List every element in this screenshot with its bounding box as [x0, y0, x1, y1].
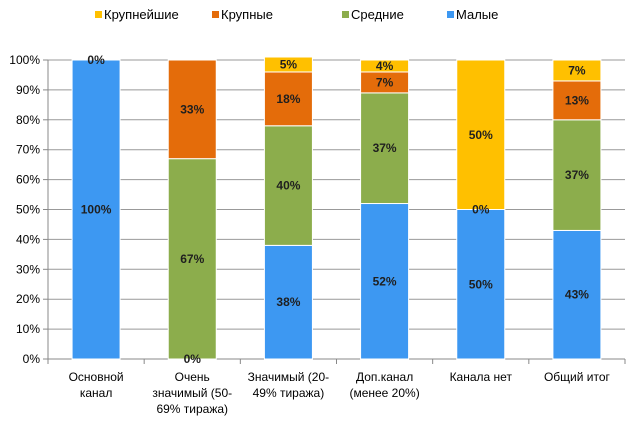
legend-label: Крупные [221, 7, 273, 22]
x-tick-label: Основной [69, 370, 124, 384]
y-tick-label: 0% [23, 352, 41, 366]
legend-label: Малые [456, 7, 498, 22]
data-label: 7% [376, 75, 394, 89]
data-label: 50% [469, 128, 493, 142]
bar-Средние [167, 158, 217, 360]
y-tick-label: 50% [16, 203, 40, 217]
y-tick-label: 40% [16, 232, 40, 246]
data-label: 7% [568, 63, 586, 77]
bar-Крупнейшие [456, 59, 506, 210]
data-label: 0% [184, 352, 202, 366]
y-tick-label: 100% [9, 53, 40, 67]
legend-label: Крупнейшие [104, 7, 179, 22]
x-tick-label: (менее 20%) [349, 386, 419, 400]
x-tick-label: 49% тиража) [253, 386, 325, 400]
data-label: 33% [180, 102, 204, 116]
y-tick-label: 30% [16, 262, 40, 276]
data-label: 18% [276, 92, 300, 106]
x-tick-label: значимый (50- [152, 386, 232, 400]
x-tick-label: Доп.канал [356, 370, 413, 384]
data-label: 13% [565, 93, 589, 107]
bar-Крупнейшие [552, 59, 602, 82]
bar-Крупнейшие [360, 59, 410, 73]
legend-swatch [212, 11, 219, 18]
x-tick-label: канал [80, 386, 113, 400]
data-label: 100% [81, 203, 112, 217]
bar-Средние [360, 92, 410, 205]
legend-label: Средние [351, 7, 404, 22]
bar-Малые [456, 209, 506, 360]
x-tick-label: Канала нет [450, 370, 513, 384]
legend-swatch [447, 11, 454, 18]
y-tick-label: 60% [16, 173, 40, 187]
data-label: 52% [373, 274, 397, 288]
bar-Малые [360, 203, 410, 360]
y-tick-label: 20% [16, 292, 40, 306]
y-tick-label: 90% [16, 83, 40, 97]
bar-Малые [71, 59, 121, 360]
x-tick-label: Общий итог [544, 370, 611, 384]
data-label: 37% [565, 168, 589, 182]
data-label: 67% [180, 252, 204, 266]
bar-Крупные [167, 59, 217, 160]
legend-swatch [342, 11, 349, 18]
data-label: 0% [87, 53, 105, 67]
data-label: 50% [469, 277, 493, 291]
legend-swatch [95, 11, 102, 18]
x-tick-label: Очень [175, 370, 210, 384]
data-label: 0% [472, 203, 490, 217]
y-tick-label: 80% [16, 113, 40, 127]
data-label: 40% [276, 179, 300, 193]
x-tick-label: 69% тиража) [156, 402, 228, 416]
y-tick-label: 10% [16, 322, 40, 336]
y-tick-label: 70% [16, 143, 40, 157]
data-label: 5% [280, 57, 298, 71]
data-label: 43% [565, 288, 589, 302]
x-tick-label: Значимый (20- [248, 370, 330, 384]
bar-Средние [552, 119, 602, 231]
bar-Малые [552, 229, 602, 360]
bar-Крупнейшие [263, 56, 313, 73]
data-label: 37% [373, 141, 397, 155]
bar-Средние [263, 125, 313, 246]
data-label: 4% [376, 59, 394, 73]
bar-Крупные [263, 71, 313, 127]
data-label: 38% [276, 295, 300, 309]
